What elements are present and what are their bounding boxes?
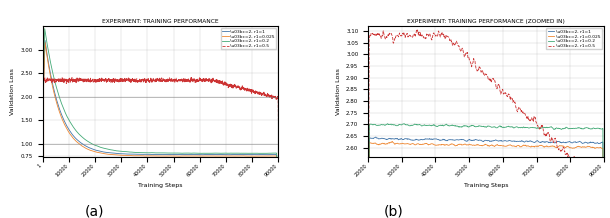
\u03bc=2, r1=0.025 bbox=[439, 143, 447, 146]
\u03bc=2, r1=0.025 bbox=[225, 155, 232, 157]
Title: EXPERIMENT: TRAINING PERFORMANCE: EXPERIMENT: TRAINING PERFORMANCE bbox=[102, 19, 219, 24]
\u03bc=2, r1=1 bbox=[423, 138, 430, 141]
Line: \u03bc=2, r1=0.5: \u03bc=2, r1=0.5 bbox=[43, 77, 279, 136]
Text: (a): (a) bbox=[85, 205, 104, 218]
Line: \u03bc=2, r1=0.5: \u03bc=2, r1=0.5 bbox=[368, 30, 604, 218]
\u03bc=2, r1=0.025 bbox=[268, 155, 275, 157]
\u03bc=2, r1=0.2 bbox=[51, 80, 59, 83]
\u03bc=2, r1=0.025 bbox=[51, 95, 59, 98]
\u03bc=2, r1=0.025 bbox=[423, 142, 430, 145]
\u03bc=2, r1=0.5 bbox=[154, 79, 161, 81]
\u03bc=2, r1=0.5 bbox=[51, 80, 59, 82]
\u03bc=2, r1=0.2 bbox=[275, 170, 282, 173]
\u03bc=2, r1=0.2 bbox=[225, 152, 232, 155]
\u03bc=2, r1=0.5 bbox=[268, 94, 276, 97]
Line: \u03bc=2, r1=0.2: \u03bc=2, r1=0.2 bbox=[368, 124, 604, 218]
\u03bc=2, r1=0.025 bbox=[577, 146, 584, 148]
Title: EXPERIMENT: TRAINING PERFORMANCE (ZOOMED IN): EXPERIMENT: TRAINING PERFORMANCE (ZOOMED… bbox=[407, 19, 565, 24]
\u03bc=2, r1=0.025 bbox=[39, 111, 46, 114]
\u03bc=2, r1=0.2 bbox=[154, 152, 161, 154]
\u03bc=2, r1=1 bbox=[520, 140, 527, 143]
X-axis label: Training Steps: Training Steps bbox=[464, 183, 508, 188]
\u03bc=2, r1=1 bbox=[548, 141, 556, 143]
\u03bc=2, r1=1 bbox=[268, 153, 276, 156]
\u03bc=2, r1=0.5 bbox=[39, 135, 46, 138]
\u03bc=2, r1=1 bbox=[275, 170, 282, 173]
Y-axis label: Validation Loss: Validation Loss bbox=[336, 68, 340, 115]
\u03bc=2, r1=1 bbox=[372, 136, 379, 138]
Text: (b): (b) bbox=[384, 205, 403, 218]
Line: \u03bc=2, r1=0.2: \u03bc=2, r1=0.2 bbox=[43, 29, 279, 171]
\u03bc=2, r1=0.2 bbox=[39, 103, 46, 105]
\u03bc=2, r1=1 bbox=[154, 153, 161, 156]
\u03bc=2, r1=0.5 bbox=[577, 167, 584, 169]
\u03bc=2, r1=0.2 bbox=[268, 152, 276, 155]
\u03bc=2, r1=0.2 bbox=[384, 122, 392, 125]
\u03bc=2, r1=0.025 bbox=[389, 140, 396, 143]
\u03bc=2, r1=0.2 bbox=[431, 124, 439, 127]
\u03bc=2, r1=0.2 bbox=[423, 124, 430, 127]
\u03bc=2, r1=0.5 bbox=[520, 112, 527, 115]
\u03bc=2, r1=0.025 bbox=[41, 41, 49, 44]
Line: \u03bc=2, r1=0.025: \u03bc=2, r1=0.025 bbox=[43, 42, 279, 173]
\u03bc=2, r1=0.5 bbox=[439, 33, 447, 36]
\u03bc=2, r1=0.2 bbox=[268, 152, 275, 155]
\u03bc=2, r1=0.025 bbox=[275, 171, 282, 174]
\u03bc=2, r1=0.2 bbox=[520, 126, 527, 128]
\u03bc=2, r1=1 bbox=[39, 110, 46, 113]
Line: \u03bc=2, r1=1: \u03bc=2, r1=1 bbox=[43, 41, 279, 172]
\u03bc=2, r1=0.5 bbox=[268, 94, 275, 96]
\u03bc=2, r1=0.5 bbox=[423, 36, 430, 39]
X-axis label: Training Steps: Training Steps bbox=[138, 183, 183, 188]
\u03bc=2, r1=0.2 bbox=[41, 27, 48, 30]
\u03bc=2, r1=1 bbox=[41, 39, 49, 42]
\u03bc=2, r1=0.025 bbox=[148, 155, 155, 157]
\u03bc=2, r1=0.025 bbox=[154, 155, 161, 157]
\u03bc=2, r1=1 bbox=[225, 153, 232, 156]
\u03bc=2, r1=0.5 bbox=[413, 29, 420, 31]
\u03bc=2, r1=0.5 bbox=[431, 34, 439, 37]
\u03bc=2, r1=0.5 bbox=[187, 75, 195, 78]
\u03bc=2, r1=0.025 bbox=[431, 144, 439, 146]
\u03bc=2, r1=0.2 bbox=[577, 127, 584, 129]
\u03bc=2, r1=0.025 bbox=[268, 155, 276, 157]
\u03bc=2, r1=0.5 bbox=[148, 78, 155, 80]
Line: \u03bc=2, r1=1: \u03bc=2, r1=1 bbox=[368, 137, 604, 218]
\u03bc=2, r1=1 bbox=[431, 138, 439, 140]
Legend: \u03bc=2, r1=1, \u03bc=2, r1=0.025, \u03bc=2, r1=0.2, \u03bc=2, r1=0.5: \u03bc=2, r1=1, \u03bc=2, r1=0.025, \u03… bbox=[221, 28, 276, 49]
\u03bc=2, r1=1 bbox=[51, 92, 59, 95]
\u03bc=2, r1=0.2 bbox=[148, 152, 155, 154]
\u03bc=2, r1=0.5 bbox=[275, 130, 282, 133]
Line: \u03bc=2, r1=0.025: \u03bc=2, r1=0.025 bbox=[368, 141, 604, 218]
Legend: \u03bc=2, r1=1, \u03bc=2, r1=0.025, \u03bc=2, r1=0.2, \u03bc=2, r1=0.5: \u03bc=2, r1=1, \u03bc=2, r1=0.025, \u03… bbox=[547, 28, 601, 49]
\u03bc=2, r1=0.025 bbox=[548, 145, 556, 147]
\u03bc=2, r1=0.2 bbox=[439, 124, 447, 127]
\u03bc=2, r1=1 bbox=[577, 141, 584, 143]
\u03bc=2, r1=1 bbox=[268, 153, 275, 156]
\u03bc=2, r1=0.5 bbox=[225, 85, 232, 87]
\u03bc=2, r1=0.025 bbox=[520, 144, 527, 147]
\u03bc=2, r1=0.2 bbox=[548, 126, 556, 129]
\u03bc=2, r1=0.5 bbox=[548, 136, 556, 139]
Y-axis label: Validation Loss: Validation Loss bbox=[10, 68, 15, 115]
\u03bc=2, r1=1 bbox=[439, 138, 447, 140]
\u03bc=2, r1=1 bbox=[148, 153, 155, 156]
